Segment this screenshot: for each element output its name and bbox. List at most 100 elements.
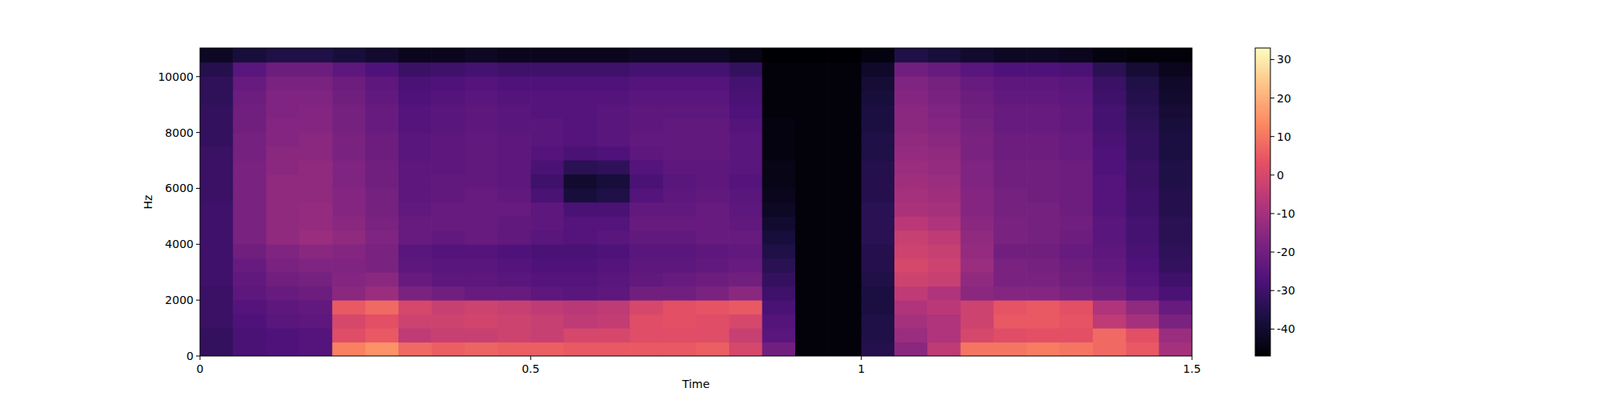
colorbar-tick-label: 0: [1276, 168, 1284, 182]
cell: [200, 90, 234, 105]
cell: [927, 244, 961, 259]
cell: [1159, 258, 1192, 273]
cell: [828, 132, 862, 147]
plot-frame: [200, 48, 1192, 356]
cell: [894, 300, 928, 315]
cell: [431, 48, 465, 63]
cell: [464, 286, 499, 301]
cell: [530, 328, 564, 343]
cell: [828, 146, 862, 161]
cell: [795, 188, 829, 203]
cell: [1159, 160, 1192, 175]
cell: [762, 328, 796, 343]
cell: [431, 286, 465, 301]
cell: [398, 62, 432, 77]
colorbar: [1255, 48, 1271, 356]
cell: [564, 314, 598, 329]
cell: [960, 160, 995, 175]
cell: [530, 118, 564, 133]
cell: [663, 342, 697, 357]
cell: [1159, 286, 1192, 301]
cell: [299, 132, 333, 147]
cell: [299, 160, 333, 175]
cell: [1125, 174, 1160, 189]
cell: [1060, 76, 1094, 91]
cell: [762, 258, 796, 273]
cell: [629, 62, 664, 77]
cell: [861, 258, 896, 273]
cell: [596, 272, 631, 287]
cell: [1125, 244, 1160, 259]
cell: [332, 160, 366, 175]
cell: [398, 342, 432, 357]
cell: [894, 146, 928, 161]
cell: [398, 160, 432, 175]
cell: [795, 104, 829, 119]
cell: [728, 160, 763, 175]
cell: [960, 174, 995, 189]
cell: [299, 174, 333, 189]
cell: [596, 188, 631, 203]
cell: [795, 160, 829, 175]
cell: [795, 286, 829, 301]
cell: [1026, 160, 1060, 175]
cell: [960, 104, 995, 119]
cell: [1159, 76, 1192, 91]
cell: [365, 244, 400, 259]
cell: [200, 244, 234, 259]
cell: [762, 62, 796, 77]
cell: [696, 48, 730, 63]
cell: [365, 132, 400, 147]
cell: [232, 286, 267, 301]
cell: [431, 90, 465, 105]
cell: [332, 300, 366, 315]
cell: [232, 314, 267, 329]
cell: [332, 174, 366, 189]
cell: [530, 286, 564, 301]
cell: [299, 244, 333, 259]
cell: [398, 314, 432, 329]
cell: [1026, 90, 1060, 105]
cell: [728, 48, 763, 63]
cell: [365, 286, 400, 301]
cell: [266, 146, 300, 161]
cell: [332, 104, 366, 119]
cell: [1125, 104, 1160, 119]
cell: [993, 90, 1028, 105]
cell: [993, 202, 1028, 217]
cell: [564, 76, 598, 91]
cell: [696, 342, 730, 357]
cell: [365, 328, 400, 343]
cell: [564, 104, 598, 119]
cell: [993, 146, 1028, 161]
cell: [332, 90, 366, 105]
cell: [266, 104, 300, 119]
colorbar-tick: [1270, 290, 1275, 292]
cell: [564, 90, 598, 105]
cell: [1092, 300, 1127, 315]
cell: [861, 244, 896, 259]
cell: [960, 90, 995, 105]
cell: [993, 132, 1028, 147]
cell: [663, 244, 697, 259]
cell: [894, 90, 928, 105]
cell: [464, 342, 499, 357]
cell: [464, 48, 499, 63]
cell: [1026, 146, 1060, 161]
cell: [530, 104, 564, 119]
cell: [232, 146, 267, 161]
cell: [332, 118, 366, 133]
cell: [861, 272, 896, 287]
cell: [1026, 286, 1060, 301]
cell: [1026, 48, 1060, 63]
cell: [1125, 90, 1160, 105]
cell: [828, 76, 862, 91]
cell: [629, 230, 664, 245]
cell: [200, 342, 234, 357]
cell: [596, 104, 631, 119]
cell: [762, 300, 796, 315]
cell: [629, 132, 664, 147]
cell: [629, 202, 664, 217]
cell: [795, 314, 829, 329]
cell: [663, 328, 697, 343]
